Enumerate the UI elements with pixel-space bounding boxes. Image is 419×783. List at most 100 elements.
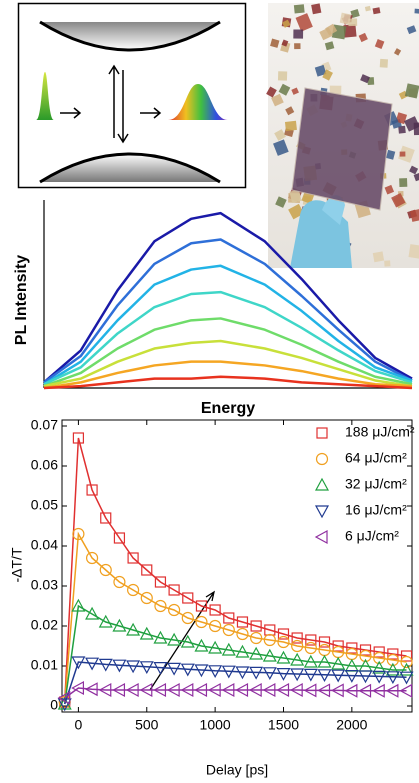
fit-line — [63, 531, 407, 703]
decay-chart: -ΔT/T Delay [ps] 0 0.01 0.02 0.03 0.04 0.05 0.… — [9, 417, 415, 778]
chip — [284, 120, 297, 132]
marker — [250, 631, 263, 645]
spectrum-line — [43, 264, 413, 386]
marker — [262, 648, 277, 662]
chip — [384, 260, 391, 267]
marker — [154, 576, 167, 588]
marker — [221, 682, 235, 698]
plot-frame — [61, 419, 413, 713]
marker — [372, 670, 387, 684]
chip — [339, 12, 352, 25]
y-tick-label: 0.07 — [31, 417, 58, 433]
marker — [358, 670, 373, 684]
chip — [282, 19, 291, 28]
marker — [86, 484, 98, 496]
marker — [72, 432, 85, 444]
chip — [358, 32, 368, 43]
marker — [303, 668, 318, 682]
x-axis-label: Energy — [201, 400, 255, 417]
marker — [303, 654, 318, 668]
marker — [359, 644, 372, 656]
marker — [400, 655, 413, 669]
chip — [293, 4, 305, 14]
legend-marker — [316, 427, 328, 439]
chip — [386, 149, 396, 160]
chip — [285, 106, 295, 116]
marker — [112, 618, 127, 632]
chip — [391, 192, 406, 208]
marker — [99, 563, 112, 577]
spectrum-line — [43, 238, 413, 384]
chip — [343, 24, 357, 38]
marker — [112, 659, 127, 673]
marker — [180, 682, 194, 698]
marker — [180, 663, 195, 677]
marker — [182, 592, 194, 604]
marker — [195, 615, 208, 629]
marker — [290, 668, 305, 682]
chip — [270, 38, 280, 48]
chip — [291, 87, 299, 95]
marker — [262, 667, 277, 681]
legend-label: 64 μJ/cm² — [345, 450, 407, 466]
x-tick-label: 1000 — [200, 717, 231, 733]
marker — [400, 650, 413, 662]
marker — [344, 683, 358, 698]
marker — [289, 682, 303, 698]
marker — [250, 620, 262, 632]
y-tick-label: 0.02 — [31, 617, 58, 633]
chip — [384, 184, 395, 195]
chip — [414, 8, 419, 14]
marker — [126, 660, 141, 674]
chip — [350, 8, 360, 19]
legend-label: 6 μJ/cm² — [345, 528, 399, 544]
marker — [153, 682, 167, 698]
photo — [266, 3, 419, 268]
marker — [168, 584, 180, 596]
chip — [404, 116, 419, 132]
spectrum-line — [43, 339, 413, 388]
marker — [85, 657, 100, 671]
marker — [71, 598, 86, 612]
marker — [305, 634, 317, 646]
chip — [399, 151, 406, 157]
marker — [263, 633, 276, 647]
marker — [277, 628, 290, 640]
marker — [85, 606, 100, 620]
y-axis-label: -ΔT/T — [9, 547, 25, 582]
spectrum-line — [43, 375, 413, 390]
marker — [125, 682, 139, 698]
chip — [322, 69, 333, 81]
marker — [181, 611, 194, 625]
chip — [372, 251, 385, 263]
glove-thumb — [322, 195, 345, 225]
chip — [393, 48, 402, 56]
chip — [379, 58, 388, 68]
marker — [167, 632, 182, 646]
marker — [344, 669, 359, 683]
chip — [399, 178, 408, 187]
marker — [317, 669, 332, 683]
marker — [236, 616, 249, 628]
chip — [281, 39, 289, 47]
marker — [85, 551, 99, 565]
spectrum-line — [43, 290, 413, 386]
marker — [277, 635, 290, 649]
y-tick-label: 0 — [50, 697, 58, 713]
legend-label: 32 μJ/cm² — [345, 476, 407, 492]
marker — [153, 630, 168, 644]
marker — [399, 671, 414, 685]
marker — [276, 682, 290, 698]
marker — [208, 640, 223, 654]
marker — [399, 662, 414, 676]
marker — [194, 682, 208, 698]
chip — [271, 93, 284, 107]
marker — [371, 683, 385, 698]
marker — [385, 683, 399, 698]
marker — [57, 690, 71, 706]
chip — [348, 18, 358, 27]
marker — [359, 649, 372, 663]
marker — [208, 665, 223, 679]
marker — [358, 683, 372, 698]
y-tick-label: 0.03 — [31, 577, 58, 593]
